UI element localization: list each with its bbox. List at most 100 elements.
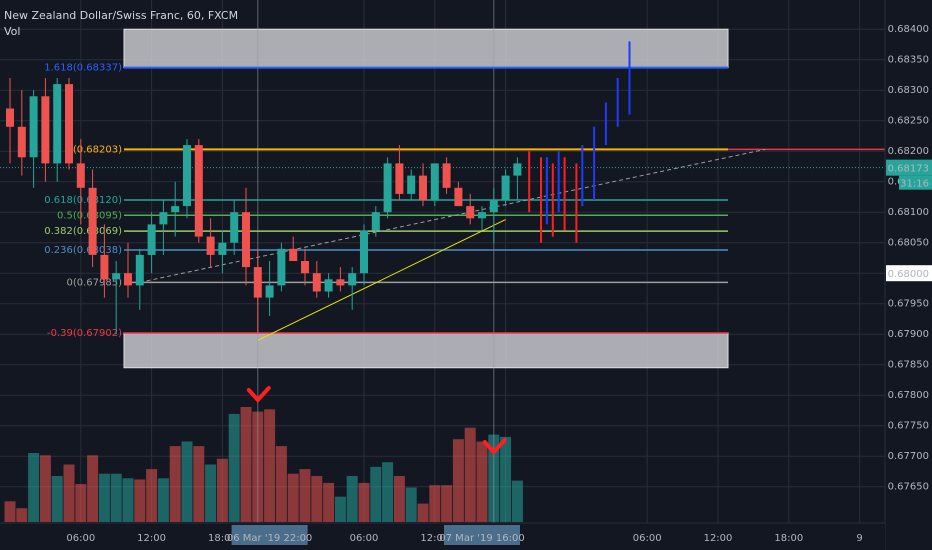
volume-bar bbox=[87, 455, 99, 522]
volume-arrow-marker bbox=[482, 438, 507, 455]
volume-bar bbox=[299, 469, 311, 522]
candle-body bbox=[159, 212, 168, 225]
candle-body bbox=[76, 163, 85, 188]
price-axis-label: 0.68250 bbox=[888, 116, 929, 127]
target-zone-box bbox=[123, 28, 729, 69]
fib-level-label: 0(0.67985) bbox=[66, 277, 122, 288]
crosshair-time-tag bbox=[231, 525, 308, 545]
candle-body bbox=[29, 96, 38, 158]
candle-body bbox=[478, 212, 486, 219]
time-axis-label: 12:00 bbox=[420, 533, 449, 544]
candle-body bbox=[419, 175, 427, 200]
price-marker-tag bbox=[886, 265, 932, 282]
candle-body bbox=[218, 242, 227, 255]
volume-bar bbox=[63, 464, 75, 522]
chart-legend: New Zealand Dollar/Swiss Franc, 60, FXCM… bbox=[4, 8, 238, 40]
volume-bar bbox=[334, 496, 346, 522]
volume-bar bbox=[193, 446, 205, 522]
candle-body bbox=[360, 230, 368, 274]
fib-level-label: 1.618(0.68337) bbox=[44, 63, 122, 74]
volume-bar bbox=[429, 485, 441, 522]
volume-bar bbox=[4, 501, 16, 522]
candle-body bbox=[501, 175, 510, 200]
candle-body bbox=[454, 187, 463, 207]
candle-body bbox=[53, 84, 62, 164]
volume-bar bbox=[452, 439, 464, 522]
candle-body bbox=[407, 175, 416, 194]
candle-body bbox=[17, 126, 26, 158]
price-axis-label: 0.67950 bbox=[888, 299, 929, 310]
price-axis-label: 0.67850 bbox=[888, 360, 929, 371]
candle-body bbox=[147, 224, 156, 255]
volume-bar bbox=[169, 446, 181, 522]
countdown-value: 31:16 bbox=[900, 179, 929, 190]
volume-bar bbox=[405, 487, 417, 522]
candle-body bbox=[348, 273, 357, 286]
candle-body bbox=[513, 163, 522, 176]
last-price-tag bbox=[886, 159, 932, 176]
candle-body bbox=[466, 206, 475, 219]
volume-bar bbox=[358, 482, 370, 522]
candle-body bbox=[489, 200, 498, 213]
volume-bar bbox=[157, 478, 169, 522]
candle-body bbox=[230, 212, 239, 243]
volume-bar bbox=[393, 476, 405, 522]
volume-bar bbox=[264, 409, 276, 522]
price-axis-label: 0.67750 bbox=[888, 421, 929, 432]
candle-body bbox=[88, 187, 97, 255]
price-marker-value: 0.68000 bbox=[888, 269, 929, 280]
countdown-tag bbox=[899, 175, 932, 190]
candle-body bbox=[253, 267, 262, 298]
price-axis-label: 0.67700 bbox=[888, 451, 929, 462]
candle-body bbox=[371, 212, 380, 231]
last-price-value: 0.68173 bbox=[888, 164, 929, 175]
price-axis-label: 0.68100 bbox=[888, 207, 929, 218]
support-trendline bbox=[257, 219, 506, 341]
volume-bar bbox=[28, 453, 40, 522]
target-zone-box bbox=[123, 332, 729, 369]
candle-body bbox=[383, 163, 392, 213]
volume-bar bbox=[275, 446, 287, 522]
volume-bar bbox=[98, 473, 110, 522]
candle-body bbox=[242, 212, 250, 268]
candle-body bbox=[194, 145, 203, 237]
volume-bar bbox=[228, 413, 240, 522]
volume-bar bbox=[370, 466, 382, 522]
volume-bar bbox=[311, 476, 323, 522]
volume-bar bbox=[51, 476, 63, 522]
volume-bar bbox=[382, 462, 394, 522]
candle-body bbox=[65, 84, 73, 164]
candle-body bbox=[312, 273, 321, 292]
volume-bar bbox=[16, 508, 28, 522]
time-axis-label: 18:00 bbox=[774, 533, 803, 544]
time-axis-label: 18:00 bbox=[208, 533, 237, 544]
candle-body bbox=[6, 108, 14, 127]
time-axis-label: 06:00 bbox=[633, 533, 662, 544]
volume-bar bbox=[500, 436, 512, 522]
fib-level-label: 0.382(0.68069) bbox=[44, 226, 122, 237]
price-axis-label: 0.67800 bbox=[888, 390, 929, 401]
price-axis-label: 0.68200 bbox=[888, 146, 929, 157]
volume-bar bbox=[181, 441, 193, 522]
volume-bar bbox=[205, 464, 217, 522]
time-axis-label: 12:00 bbox=[704, 533, 733, 544]
volume-bar bbox=[39, 455, 51, 522]
fib-level-label: 0.236(0.68038) bbox=[44, 245, 122, 256]
volume-bar bbox=[146, 469, 158, 522]
candle-body bbox=[124, 273, 132, 286]
candle-body bbox=[206, 236, 215, 255]
fib-level-label: 1(0.68203) bbox=[66, 144, 122, 155]
time-axis bbox=[0, 523, 885, 550]
volume-bar bbox=[240, 407, 252, 522]
candle-body bbox=[289, 248, 298, 261]
volume-bar bbox=[134, 479, 146, 522]
candle-body bbox=[112, 273, 121, 280]
candle-body bbox=[135, 254, 144, 286]
volume-bar bbox=[216, 458, 228, 522]
candle-body bbox=[265, 285, 274, 298]
candle-body bbox=[301, 261, 309, 274]
fib-level-label: 0.618(0.68120) bbox=[44, 195, 122, 206]
candle-body bbox=[183, 145, 191, 207]
volume-bar bbox=[511, 480, 523, 522]
